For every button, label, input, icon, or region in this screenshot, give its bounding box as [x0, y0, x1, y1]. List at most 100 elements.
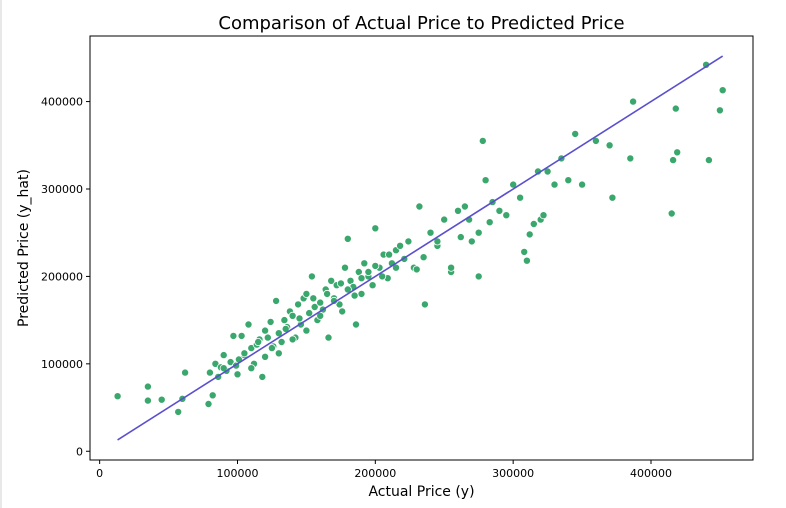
x-tick-label: 200000 [354, 467, 396, 480]
data-point [474, 272, 483, 281]
data-point [288, 335, 297, 344]
data-point [247, 364, 256, 373]
data-point [357, 274, 366, 283]
data-point [305, 309, 314, 318]
data-point [113, 392, 122, 401]
data-point [478, 136, 487, 145]
data-point [274, 349, 283, 358]
data-point [267, 344, 276, 353]
data-point [525, 230, 534, 239]
chart-title: Comparison of Actual Price to Predicted … [218, 13, 624, 34]
data-point [453, 206, 462, 215]
data-point [673, 148, 682, 157]
data-point [143, 382, 152, 391]
y-tick-label: 200000 [41, 270, 83, 283]
data-point [520, 247, 529, 256]
data-point [426, 228, 435, 237]
data-point [440, 215, 449, 224]
data-point [174, 407, 183, 416]
y-tick-label: 300000 [41, 183, 83, 196]
y-tick-label: 0 [76, 445, 83, 458]
scatter-points [113, 60, 727, 416]
data-point [266, 317, 275, 326]
data-point [310, 302, 319, 311]
data-point [302, 326, 311, 335]
data-point [280, 316, 289, 325]
x-axis-ticks: 0 100000 200000 300000 400000 [96, 460, 672, 480]
data-point [419, 253, 428, 262]
data-point [715, 106, 724, 115]
data-point [327, 276, 336, 285]
data-point [261, 326, 270, 335]
data-point [605, 141, 614, 150]
data-point [302, 289, 311, 298]
data-point [364, 267, 373, 276]
plot-frame [89, 35, 754, 461]
data-point [229, 331, 238, 340]
data-point [550, 180, 559, 189]
data-point [181, 368, 190, 377]
y-axis-ticks: 0 100000 200000 300000 400000 [41, 96, 90, 458]
data-point [205, 368, 214, 377]
x-tick-label: 300000 [492, 467, 534, 480]
data-point [316, 298, 325, 307]
data-point [412, 265, 421, 274]
data-point [571, 129, 580, 138]
data-point [539, 211, 548, 220]
data-point [307, 272, 316, 281]
x-tick-label: 0 [96, 467, 103, 480]
data-point [277, 337, 286, 346]
data-point [564, 176, 573, 185]
data-point [467, 237, 476, 246]
data-point [233, 370, 242, 379]
data-point [295, 314, 304, 323]
data-point [272, 296, 281, 305]
data-point [157, 395, 166, 404]
data-point [204, 399, 213, 408]
data-point [629, 97, 638, 106]
data-point [404, 237, 413, 246]
data-point [350, 291, 359, 300]
data-point [258, 372, 267, 381]
data-point [626, 154, 635, 163]
data-point [294, 300, 303, 309]
data-point [336, 279, 345, 288]
data-point [415, 202, 424, 211]
data-point [288, 311, 297, 320]
data-point [456, 233, 465, 242]
y-tick-label: 400000 [41, 96, 83, 109]
y-axis-label: Predicted Price (y_hat) [16, 169, 32, 327]
data-point [360, 259, 369, 268]
data-point [371, 261, 380, 270]
data-point [263, 333, 272, 342]
reference-line [117, 55, 724, 441]
data-point [368, 281, 377, 290]
data-point [502, 211, 511, 220]
data-point [254, 337, 263, 346]
x-tick-label: 100000 [216, 467, 258, 480]
data-point [396, 241, 405, 250]
data-point [481, 176, 490, 185]
data-point [208, 391, 217, 400]
data-point [608, 193, 617, 202]
data-point [357, 289, 366, 298]
data-point [460, 202, 469, 211]
data-point [343, 234, 352, 243]
data-point [351, 320, 360, 329]
data-point [237, 331, 246, 340]
data-point [516, 193, 525, 202]
data-point [309, 294, 318, 303]
x-axis-label: Actual Price (y) [368, 484, 474, 500]
data-point [244, 320, 253, 329]
data-point [495, 206, 504, 215]
y-tick-label: 100000 [41, 358, 83, 371]
x-tick-label: 400000 [630, 467, 672, 480]
data-point [667, 209, 676, 218]
data-point [143, 396, 152, 405]
data-point [324, 333, 333, 342]
data-point [420, 300, 429, 309]
data-point [447, 263, 456, 272]
data-point [323, 289, 332, 298]
data-point [671, 104, 680, 113]
